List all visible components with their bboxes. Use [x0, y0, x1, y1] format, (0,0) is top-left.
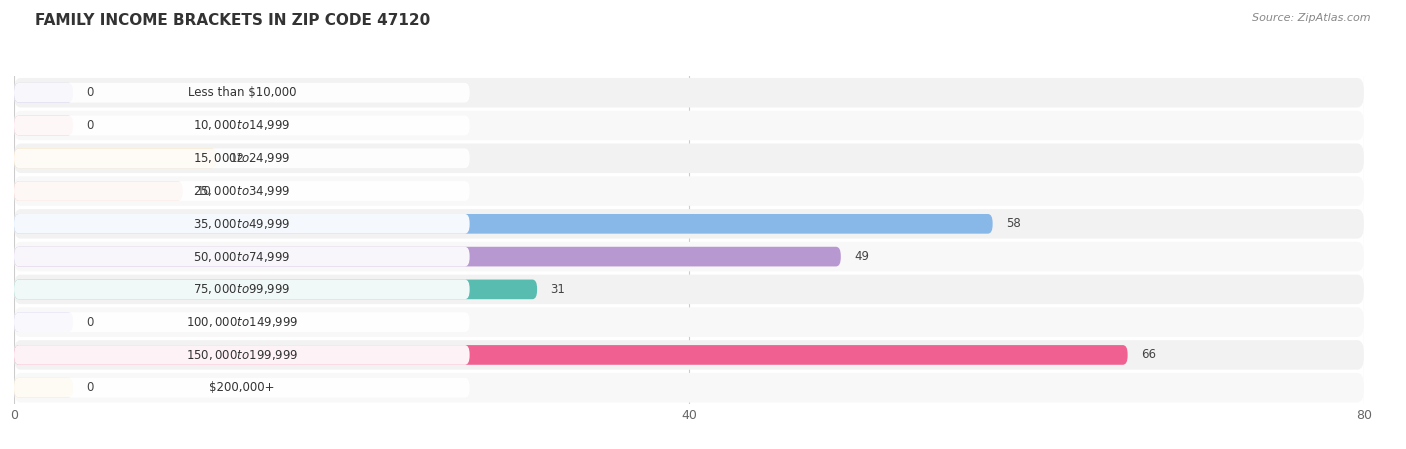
Text: 0: 0	[87, 119, 94, 132]
FancyBboxPatch shape	[14, 83, 470, 102]
FancyBboxPatch shape	[14, 280, 470, 299]
Text: $15,000 to $24,999: $15,000 to $24,999	[193, 151, 291, 165]
Text: Source: ZipAtlas.com: Source: ZipAtlas.com	[1253, 13, 1371, 23]
Text: 31: 31	[551, 283, 565, 296]
FancyBboxPatch shape	[14, 247, 470, 266]
FancyBboxPatch shape	[14, 313, 73, 332]
FancyBboxPatch shape	[14, 345, 470, 365]
FancyBboxPatch shape	[14, 214, 470, 233]
FancyBboxPatch shape	[14, 181, 183, 201]
Text: $10,000 to $14,999: $10,000 to $14,999	[193, 119, 291, 132]
FancyBboxPatch shape	[14, 176, 1364, 206]
Text: $200,000+: $200,000+	[209, 381, 274, 394]
FancyBboxPatch shape	[14, 247, 841, 266]
FancyBboxPatch shape	[14, 345, 1128, 365]
FancyBboxPatch shape	[14, 181, 470, 201]
Text: $50,000 to $74,999: $50,000 to $74,999	[193, 250, 291, 264]
Text: $150,000 to $199,999: $150,000 to $199,999	[186, 348, 298, 362]
FancyBboxPatch shape	[14, 373, 1364, 402]
Text: 49: 49	[855, 250, 869, 263]
FancyBboxPatch shape	[14, 111, 1364, 140]
Text: 0: 0	[87, 86, 94, 99]
Text: 12: 12	[231, 152, 245, 165]
FancyBboxPatch shape	[14, 378, 470, 397]
FancyBboxPatch shape	[14, 209, 1364, 238]
FancyBboxPatch shape	[14, 214, 993, 233]
FancyBboxPatch shape	[14, 275, 1364, 304]
Text: 66: 66	[1142, 348, 1156, 361]
Text: FAMILY INCOME BRACKETS IN ZIP CODE 47120: FAMILY INCOME BRACKETS IN ZIP CODE 47120	[35, 13, 430, 28]
Text: 0: 0	[87, 381, 94, 394]
FancyBboxPatch shape	[14, 78, 1364, 107]
Text: 10: 10	[197, 185, 211, 198]
FancyBboxPatch shape	[14, 149, 217, 168]
Text: $75,000 to $99,999: $75,000 to $99,999	[193, 282, 291, 296]
FancyBboxPatch shape	[14, 116, 470, 135]
FancyBboxPatch shape	[14, 280, 537, 299]
FancyBboxPatch shape	[14, 340, 1364, 370]
FancyBboxPatch shape	[14, 242, 1364, 271]
Text: $100,000 to $149,999: $100,000 to $149,999	[186, 315, 298, 329]
Text: $25,000 to $34,999: $25,000 to $34,999	[193, 184, 291, 198]
FancyBboxPatch shape	[14, 83, 73, 102]
Text: 58: 58	[1007, 217, 1021, 230]
Text: 0: 0	[87, 316, 94, 329]
FancyBboxPatch shape	[14, 149, 470, 168]
Text: $35,000 to $49,999: $35,000 to $49,999	[193, 217, 291, 231]
Text: Less than $10,000: Less than $10,000	[187, 86, 297, 99]
FancyBboxPatch shape	[14, 116, 73, 135]
FancyBboxPatch shape	[14, 144, 1364, 173]
FancyBboxPatch shape	[14, 313, 470, 332]
FancyBboxPatch shape	[14, 308, 1364, 337]
FancyBboxPatch shape	[14, 378, 73, 397]
